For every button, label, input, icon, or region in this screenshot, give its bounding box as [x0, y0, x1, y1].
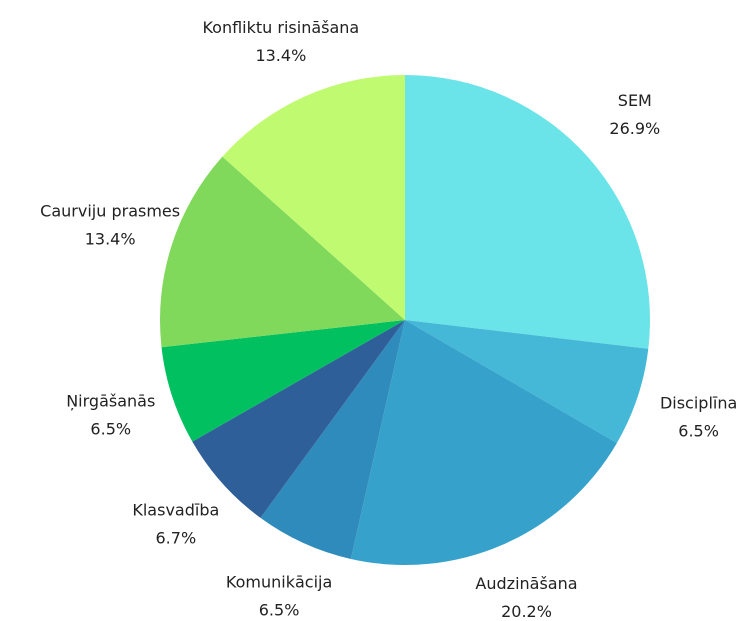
slice-value: 26.9% [609, 119, 660, 138]
pie-slice [350, 320, 617, 565]
slice-value: 6.5% [90, 420, 131, 439]
pie-slice [260, 320, 405, 559]
slice-label: Audzināšana [475, 574, 577, 593]
slice-label: Konfliktu risināšana [202, 18, 359, 37]
slice-label: Klasvadība [132, 500, 219, 519]
pie-slice [161, 320, 405, 442]
slice-label: Ņirgāšanās [66, 392, 155, 411]
pie-slice [192, 320, 405, 518]
slice-value: 13.4% [85, 229, 136, 248]
slice-value: 6.5% [678, 421, 719, 440]
pie-slice [159, 156, 405, 348]
pie-slice [222, 75, 405, 320]
slice-value: 6.7% [156, 528, 197, 547]
slice-label: SEM [618, 91, 652, 110]
pie-slice [405, 75, 650, 349]
slice-label: Caurviju prasmes [40, 201, 180, 220]
slice-value: 20.2% [501, 602, 552, 621]
slice-label: Komunikācija [226, 572, 332, 591]
slice-value: 6.5% [259, 600, 300, 619]
slice-value: 13.4% [255, 46, 306, 65]
slice-label: Disciplīna [660, 393, 737, 412]
pie-slice [405, 320, 649, 443]
